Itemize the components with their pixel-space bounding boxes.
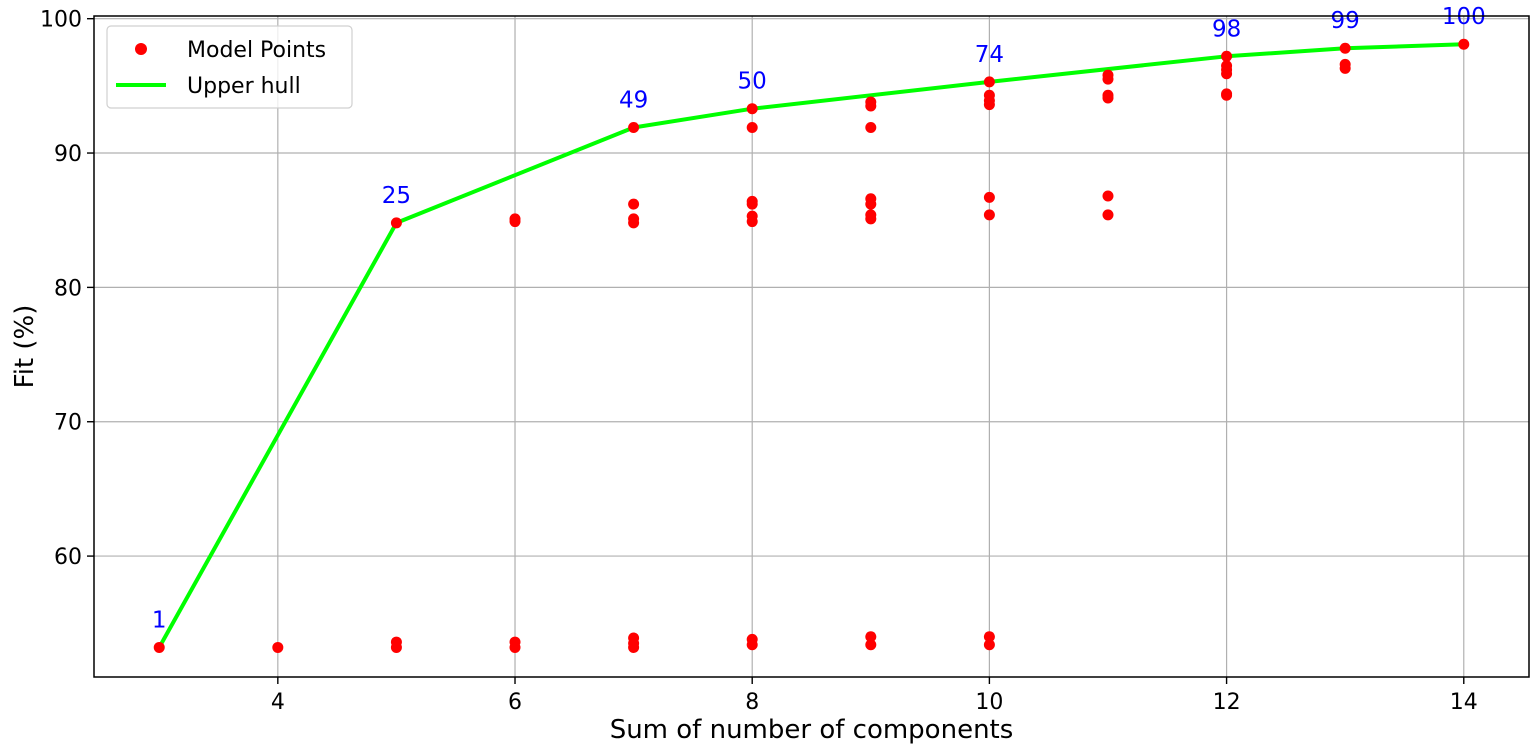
x-tick-label-8: 8 [745, 690, 759, 715]
hull-annotation-100: 100 [1442, 4, 1486, 30]
model-point [865, 209, 877, 221]
y-tick-label-60: 60 [54, 545, 82, 570]
model-point [983, 631, 995, 643]
x-tick-label-12: 12 [1213, 690, 1241, 715]
y-axis-ticks: 60 70 80 90 100 [40, 8, 94, 570]
plot-frame [93, 15, 1530, 678]
legend: Model Points Upper hull [106, 25, 353, 109]
hull-annotation-99: 99 [1331, 8, 1360, 34]
model-point [865, 96, 877, 108]
y-axis-title: Fit (%) [10, 305, 40, 389]
model-point [509, 636, 521, 648]
model-point [983, 191, 995, 203]
x-axis-title: Sum of number of components [610, 715, 1014, 745]
model-points-layer [153, 38, 1470, 653]
grid-lines [94, 16, 1529, 677]
model-point [1102, 190, 1114, 202]
model-point [746, 210, 758, 222]
hull-annotation-49: 49 [619, 88, 648, 114]
x-tick-label-4: 4 [271, 690, 285, 715]
model-point [628, 198, 640, 210]
model-point [1221, 88, 1233, 100]
model-point [865, 639, 877, 651]
model-point [1102, 209, 1114, 221]
hull-annotation-74: 74 [975, 42, 1004, 68]
legend-label-model-points: Model Points [187, 38, 326, 63]
x-tick-label-6: 6 [508, 690, 522, 715]
model-point [509, 213, 521, 225]
model-point [1221, 50, 1233, 62]
x-axis-ticks: 4 6 8 10 12 14 [271, 677, 1478, 715]
model-point [983, 209, 995, 221]
model-point [983, 76, 995, 88]
model-point [1458, 38, 1470, 50]
model-point [865, 122, 877, 134]
hull-annotation-25: 25 [382, 183, 411, 209]
y-tick-label-80: 80 [54, 276, 82, 301]
model-point [1102, 89, 1114, 101]
upper-hull-layer [157, 42, 1466, 650]
y-tick-label-90: 90 [54, 142, 82, 167]
model-point [746, 195, 758, 207]
model-point [1102, 69, 1114, 81]
model-point [983, 89, 995, 101]
x-tick-label-14: 14 [1450, 690, 1478, 715]
y-tick-label-100: 100 [40, 8, 82, 33]
model-point [983, 639, 995, 651]
model-point [1339, 58, 1351, 70]
legend-marker-model-points [135, 43, 147, 55]
x-tick-label-10: 10 [975, 690, 1003, 715]
model-point [865, 193, 877, 205]
model-point [1221, 60, 1233, 72]
legend-box [106, 25, 353, 109]
model-point [390, 636, 402, 648]
annotation-layer: 1 25 49 50 74 98 99 100 [152, 4, 1486, 633]
model-point [746, 633, 758, 645]
model-point [628, 632, 640, 644]
y-tick-label-70: 70 [54, 411, 82, 436]
model-point [746, 103, 758, 115]
hull-annotation-1: 1 [152, 607, 167, 633]
model-point [272, 641, 284, 653]
model-point [1339, 42, 1351, 54]
upper-hull-line [157, 42, 1466, 650]
model-point [746, 122, 758, 134]
model-point [865, 631, 877, 643]
model-point [628, 122, 640, 134]
legend-label-upper-hull: Upper hull [187, 74, 301, 99]
hull-annotation-50: 50 [738, 69, 767, 95]
model-point [390, 217, 402, 229]
model-point [153, 641, 165, 653]
hull-annotation-98: 98 [1212, 16, 1241, 42]
model-point [628, 213, 640, 225]
